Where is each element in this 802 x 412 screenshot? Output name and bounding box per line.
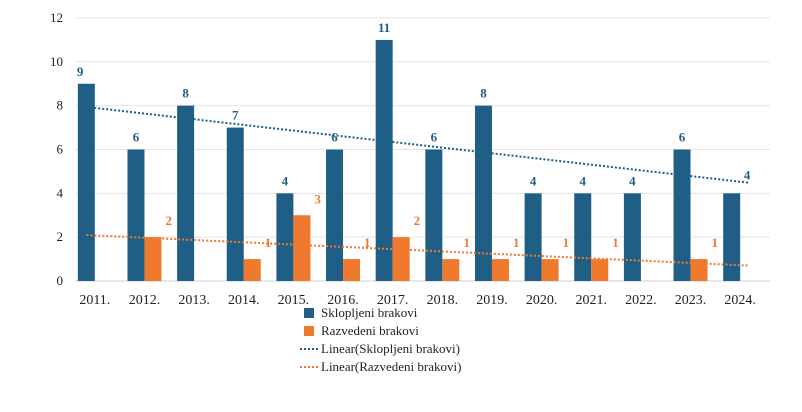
bar-sklopljeni (177, 105, 195, 282)
legend: Sklopljeni brakovi Razvedeni brakovi Linea… (300, 305, 461, 374)
x-tick-label: 2023. (675, 293, 707, 308)
x-axis-ticks: 2011. 2012. 2013. 2014. 2015. 2016. 2017. 2018.… (79, 293, 756, 308)
bar-razvedeni (243, 259, 261, 281)
bar-sklopljeni (623, 193, 641, 281)
x-tick-label: 2021. (576, 293, 608, 308)
bar-sklopljeni (723, 193, 741, 281)
bar-sklopljeni (226, 127, 244, 281)
data-label-sklopljeni: 4 (744, 167, 751, 182)
data-label-sklopljeni: 6 (133, 130, 140, 145)
y-tick-label: 4 (57, 185, 64, 200)
data-label-razvedeni: 1 (563, 235, 570, 250)
bars (77, 39, 741, 282)
bar-sklopljeni (673, 149, 691, 281)
y-tick-label: 12 (50, 10, 63, 25)
data-label-razvedeni: 1 (712, 235, 719, 250)
x-tick-label: 2020. (526, 293, 558, 308)
legend-label: Linear(Razvedeni brakovi) (321, 359, 461, 374)
x-tick-label: 2015. (278, 293, 310, 308)
x-tick-label: 2024. (724, 293, 756, 308)
bar-razvedeni (293, 215, 311, 281)
bar-sklopljeni (77, 83, 95, 281)
data-label-razvedeni: 1 (265, 235, 272, 250)
data-label-sklopljeni: 7 (232, 108, 239, 123)
y-tick-label: 8 (57, 98, 64, 113)
legend-label: Sklopljeni brakovi (321, 305, 418, 320)
data-label-razvedeni: 1 (463, 235, 470, 250)
bar-razvedeni (392, 237, 410, 281)
y-tick-label: 2 (57, 229, 64, 244)
y-tick-label: 0 (57, 273, 64, 288)
trendline-sklopljeni (86, 105, 749, 184)
bar-razvedeni (690, 259, 708, 281)
y-axis-ticks: 0 2 4 6 8 10 12 (50, 10, 64, 288)
x-tick-label: 2014. (228, 293, 260, 308)
legend-swatch (304, 326, 314, 336)
data-label-sklopljeni: 8 (480, 86, 487, 101)
x-tick-label: 2022. (625, 293, 657, 308)
x-tick-label: 2013. (178, 293, 210, 308)
data-label-razvedeni: 1 (364, 235, 371, 250)
data-label-razvedeni: 2 (414, 213, 421, 228)
legend-label: Linear(Sklopljeni brakovi) (321, 341, 460, 356)
bar-sklopljeni (375, 39, 393, 281)
y-tick-label: 10 (50, 54, 63, 69)
data-label-sklopljeni: 6 (679, 130, 686, 145)
bar-razvedeni (442, 259, 460, 281)
legend-label: Razvedeni brakovi (321, 323, 419, 338)
bar-sklopljeni (574, 193, 592, 281)
data-label-sklopljeni: 4 (530, 173, 537, 188)
x-tick-label: 2012. (129, 293, 161, 308)
trendlines (86, 105, 749, 267)
data-label-sklopljeni: 6 (431, 130, 438, 145)
x-tick-label: 2011. (79, 293, 110, 308)
bar-razvedeni (591, 259, 609, 281)
bar-sklopljeni (276, 193, 294, 281)
data-label-razvedeni: 1 (612, 235, 619, 250)
bar-sklopljeni (326, 149, 344, 281)
bar-razvedeni (343, 259, 361, 281)
data-label-razvedeni: 2 (165, 213, 172, 228)
data-label-sklopljeni: 11 (378, 20, 390, 35)
data-label-sklopljeni: 6 (331, 130, 338, 145)
bar-sklopljeni (425, 149, 443, 281)
trendline-razvedeni (86, 234, 749, 267)
bar-sklopljeni (524, 193, 542, 281)
bar-sklopljeni (127, 149, 145, 281)
data-label-sklopljeni: 8 (182, 86, 189, 101)
x-tick-label: 2017. (377, 293, 409, 308)
bar-razvedeni (541, 259, 559, 281)
x-tick-label: 2016. (327, 293, 359, 308)
x-tick-label: 2019. (476, 293, 508, 308)
bar-razvedeni (491, 259, 509, 281)
data-label-sklopljeni: 9 (77, 64, 84, 79)
bar-sklopljeni (474, 105, 492, 282)
data-label-sklopljeni: 4 (580, 173, 587, 188)
x-tick-label: 2018. (427, 293, 459, 308)
data-label-sklopljeni: 4 (629, 173, 636, 188)
data-label-sklopljeni: 4 (282, 173, 289, 188)
data-label-razvedeni: 3 (314, 191, 321, 206)
bar-razvedeni (144, 237, 162, 281)
y-tick-label: 6 (57, 142, 64, 157)
data-label-razvedeni: 1 (513, 235, 520, 250)
legend-swatch (304, 308, 314, 318)
